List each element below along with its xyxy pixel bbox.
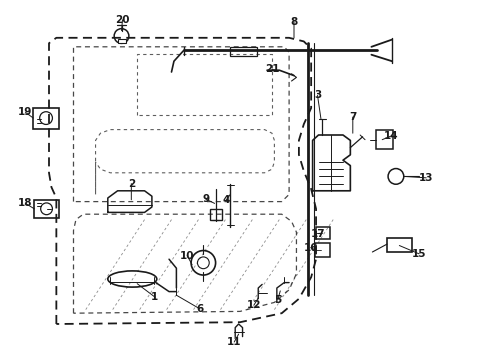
Text: 10: 10 <box>180 251 195 261</box>
Bar <box>34 200 59 218</box>
Text: 11: 11 <box>227 337 242 347</box>
Circle shape <box>191 251 216 275</box>
Bar <box>315 243 330 257</box>
Ellipse shape <box>108 271 157 287</box>
Circle shape <box>40 112 52 125</box>
Bar <box>316 227 330 239</box>
Text: 3: 3 <box>314 90 321 100</box>
Text: 4: 4 <box>222 195 230 205</box>
Text: 8: 8 <box>291 17 297 27</box>
Text: 13: 13 <box>419 173 434 183</box>
Text: 21: 21 <box>265 64 279 75</box>
Text: 20: 20 <box>115 15 130 25</box>
Text: 5: 5 <box>274 294 281 305</box>
Text: 15: 15 <box>412 249 426 259</box>
Text: 17: 17 <box>311 229 326 239</box>
Bar <box>33 108 59 129</box>
Circle shape <box>388 168 404 184</box>
Bar <box>387 238 412 252</box>
Text: 14: 14 <box>384 131 398 141</box>
Text: 1: 1 <box>151 292 158 302</box>
Bar <box>210 209 222 220</box>
Text: 12: 12 <box>246 300 261 310</box>
Text: 9: 9 <box>202 194 209 204</box>
Text: 16: 16 <box>303 243 318 253</box>
Bar <box>376 130 393 149</box>
Circle shape <box>41 203 52 215</box>
Text: 7: 7 <box>349 112 357 122</box>
Text: 2: 2 <box>128 179 135 189</box>
Circle shape <box>197 257 209 269</box>
Text: 6: 6 <box>196 304 203 314</box>
Bar <box>118 39 126 43</box>
Bar <box>230 47 257 56</box>
Text: 19: 19 <box>18 107 33 117</box>
Circle shape <box>114 29 129 43</box>
Text: 18: 18 <box>18 198 33 208</box>
